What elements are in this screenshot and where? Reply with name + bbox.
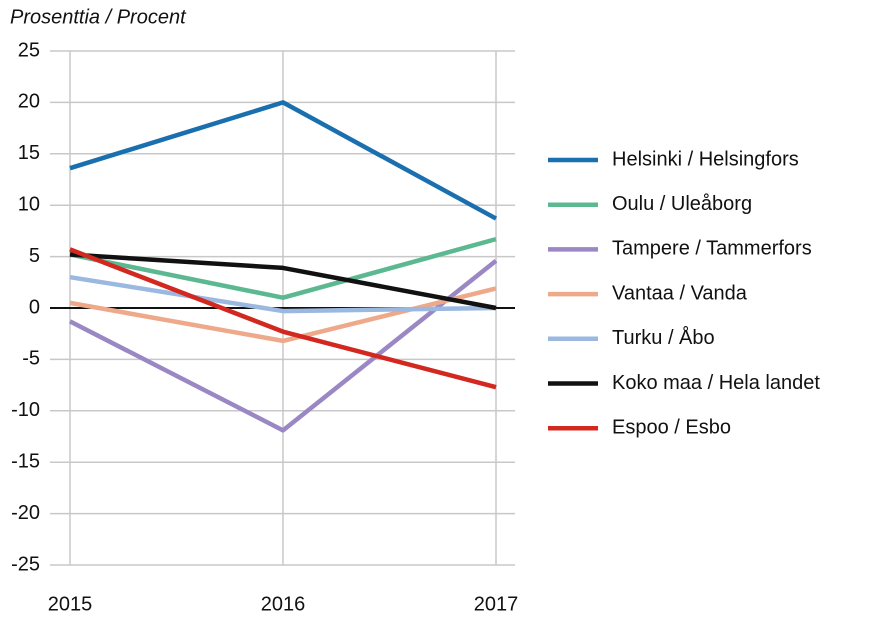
y-tick-label: 5	[29, 245, 40, 267]
y-axis-label: Prosenttia / Procent	[10, 6, 187, 28]
y-tick-label: -25	[11, 553, 40, 575]
legend-label: Koko maa / Hela landet	[612, 372, 820, 394]
y-tick-label: 0	[29, 296, 40, 318]
series-line	[69, 252, 497, 311]
series-line	[69, 286, 497, 344]
y-tick-label: -20	[11, 502, 40, 524]
legend-label: Helsinki / Helsingfors	[612, 148, 799, 170]
legend-label: Oulu / Uleåborg	[612, 193, 752, 215]
series-line	[68, 258, 498, 433]
y-tick-label: 15	[18, 142, 40, 164]
series-line	[69, 100, 498, 221]
legend-label: Turku / Åbo	[612, 326, 715, 349]
x-tick-label: 2017	[474, 593, 519, 615]
series-line	[69, 247, 497, 390]
y-tick-label: -10	[11, 399, 40, 421]
y-tick-label: -15	[11, 450, 40, 472]
y-tick-label: 25	[18, 39, 40, 61]
x-tick-label: 2016	[261, 593, 306, 615]
series-line	[69, 274, 497, 314]
series-line	[69, 236, 497, 300]
x-tick-label: 2015	[48, 593, 93, 615]
y-tick-label: 10	[18, 193, 40, 215]
y-tick-label: 20	[18, 91, 40, 113]
legend-label: Espoo / Esbo	[612, 416, 731, 438]
y-tick-label: -5	[22, 348, 40, 370]
legend-label: Tampere / Tammerfors	[612, 238, 812, 260]
legend-label: Vantaa / Vanda	[612, 282, 748, 304]
